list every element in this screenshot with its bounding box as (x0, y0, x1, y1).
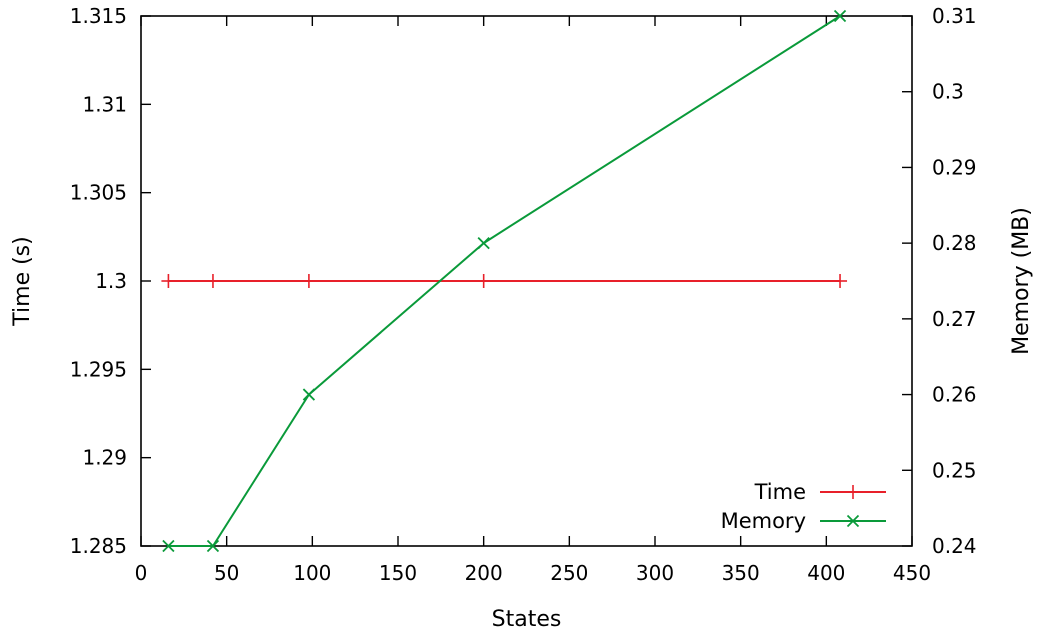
x-tick-label: 400 (807, 561, 845, 585)
left-y-tick-label: 1.29 (82, 446, 127, 470)
left-y-axis-label: Time (s) (10, 236, 35, 326)
left-y-axis-ticks: 1.285 1.29 1.295 1.3 1.305 1.31 1.315 (70, 4, 151, 558)
left-y-tick-label: 1.285 (70, 534, 127, 558)
right-y-tick-label: 0.24 (932, 534, 977, 558)
data-point-memory (833, 9, 847, 23)
data-point-time (161, 274, 176, 288)
right-y-tick-label: 0.31 (932, 4, 977, 28)
x-tick-label: 150 (379, 561, 417, 585)
data-point-memory (206, 539, 220, 553)
data-point-time (301, 274, 316, 288)
data-point-memory (302, 388, 316, 401)
right-y-axis-label: Memory (MB) (1009, 207, 1034, 355)
right-y-tick-label: 0.26 (932, 383, 977, 407)
legend: Time Memory (721, 480, 886, 533)
x-axis-ticks: 0 50 100 150 200 250 300 350 400 450 (135, 16, 931, 585)
series-layer (161, 9, 848, 553)
x-tick-label: 300 (636, 561, 674, 585)
legend-label: Time (754, 480, 806, 504)
legend-marker (846, 485, 860, 499)
data-point-time (205, 274, 220, 288)
data-point-memory (477, 237, 490, 250)
x-tick-label: 250 (550, 561, 588, 585)
right-y-tick-label: 0.25 (932, 458, 977, 482)
x-tick-label: 200 (465, 561, 503, 585)
left-y-tick-label: 1.305 (70, 181, 127, 205)
right-y-tick-label: 0.3 (932, 80, 964, 104)
right-y-tick-label: 0.27 (932, 307, 977, 331)
x-tick-label: 100 (293, 561, 331, 585)
right-y-tick-label: 0.29 (932, 155, 977, 179)
x-tick-label: 350 (722, 561, 760, 585)
left-y-tick-label: 1.295 (70, 357, 127, 381)
data-point-time (476, 274, 491, 288)
right-y-tick-label: 0.28 (932, 231, 977, 255)
left-y-tick-label: 1.31 (82, 92, 127, 116)
data-point-memory (162, 539, 175, 553)
left-y-tick-label: 1.3 (95, 269, 127, 293)
x-tick-label: 50 (214, 561, 239, 585)
x-tick-label: 450 (893, 561, 931, 585)
legend-marker (846, 514, 860, 528)
right-y-axis-ticks: 0.24 0.25 0.26 0.27 0.28 0.29 0.3 0.31 (902, 4, 977, 558)
legend-label: Memory (721, 509, 806, 533)
data-point-time (833, 274, 848, 288)
x-tick-label: 0 (135, 561, 148, 585)
left-y-tick-label: 1.315 (70, 4, 127, 28)
x-axis-label: States (492, 607, 562, 632)
